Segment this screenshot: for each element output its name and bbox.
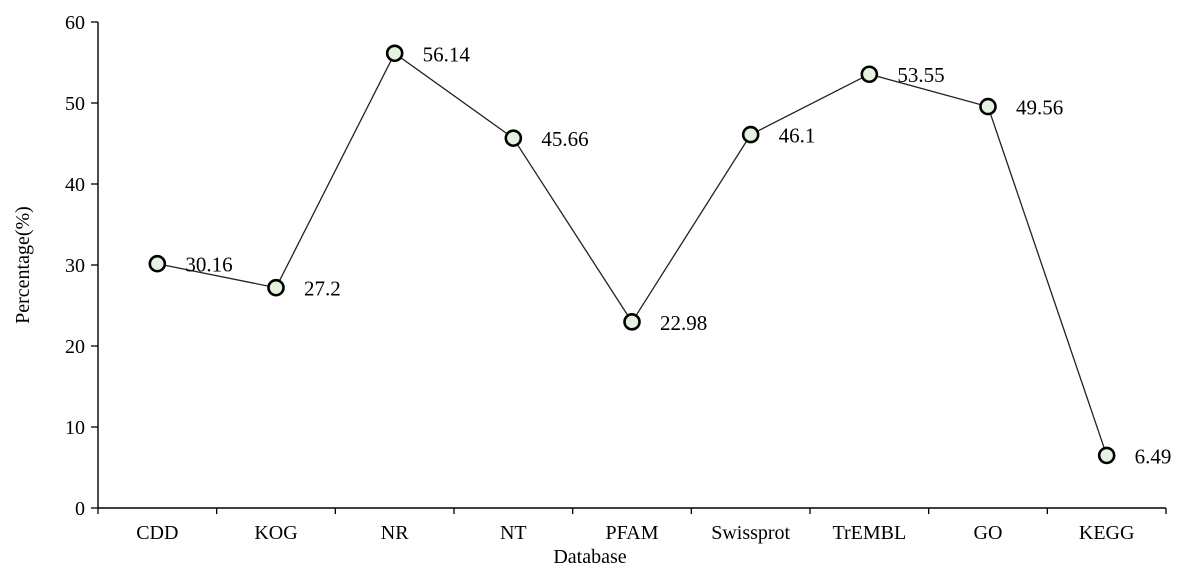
data-point	[860, 65, 879, 84]
data-point	[148, 254, 167, 273]
y-tick-label: 60	[65, 12, 85, 34]
y-tick-label: 50	[65, 93, 85, 115]
x-tick-label: Swissprot	[711, 522, 790, 544]
data-point	[267, 278, 285, 297]
series	[148, 44, 1116, 465]
x-tick-label: KOG	[254, 522, 297, 544]
x-tick-label: NR	[381, 522, 409, 544]
y-tick-label: 40	[65, 174, 85, 196]
data-label: 6.49	[1135, 444, 1172, 468]
x-tick-label: KEGG	[1079, 522, 1135, 544]
series-line	[157, 52, 1108, 456]
x-tick-label: TrEMBL	[832, 522, 906, 544]
y-axis-title: Percentage(%)	[12, 206, 34, 324]
x-tick-label: GO	[974, 522, 1003, 544]
x-tick-label: NT	[500, 522, 527, 544]
y-tick-label: 10	[65, 417, 85, 439]
data-label: 30.16	[185, 253, 232, 277]
data-labels: 30.16 27.2 56.14 45.66 22.98 46.1 53.55 49.56 6.…	[185, 42, 1171, 468]
data-point	[741, 125, 760, 144]
data-label: 46.1	[779, 124, 816, 148]
y-ticks: 0 10 20 30 40 50 60	[65, 12, 98, 520]
y-tick-label: 20	[65, 336, 85, 358]
data-label: 27.2	[304, 277, 341, 301]
data-label: 56.14	[423, 42, 471, 66]
data-point	[385, 44, 404, 63]
y-tick-label: 30	[65, 255, 85, 277]
data-label: 22.98	[660, 311, 707, 335]
data-point	[1097, 446, 1116, 465]
x-axis-title: Database	[553, 546, 626, 568]
x-tick-label: PFAM	[606, 522, 659, 544]
x-ticks: CDD KOG NR NT PFAM Swissprot TrEMBL GO KEGG	[97, 508, 1167, 544]
data-point	[979, 97, 997, 116]
data-point	[623, 313, 641, 331]
y-tick-label: 0	[75, 498, 85, 520]
data-label: 53.55	[897, 63, 944, 87]
x-tick-label: CDD	[136, 522, 178, 544]
axes	[97, 22, 1166, 509]
data-label: 45.66	[541, 127, 588, 151]
data-point	[504, 129, 523, 147]
data-label: 49.56	[1016, 96, 1063, 120]
